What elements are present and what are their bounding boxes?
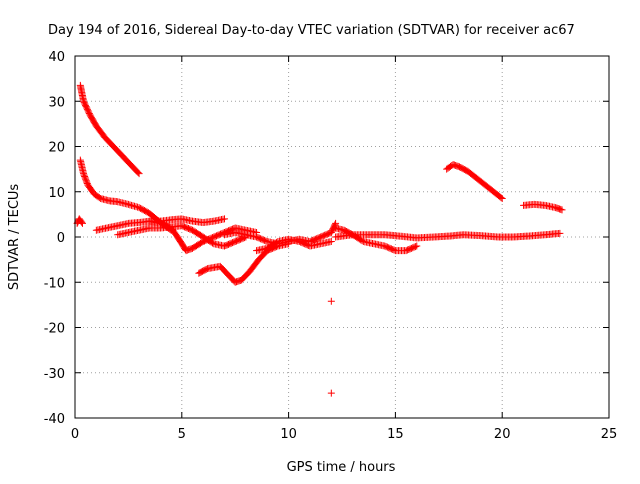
data-point — [174, 233, 185, 247]
data-point — [327, 219, 340, 236]
data-point — [86, 111, 100, 129]
x-tick-label: 20 — [494, 427, 511, 442]
chart-title: Day 194 of 2016, Sidereal Day-to-day VTE… — [48, 23, 575, 38]
data-point — [210, 229, 227, 241]
data-point — [76, 81, 87, 104]
data-point — [541, 229, 564, 239]
data-point — [327, 389, 335, 397]
data-point — [317, 238, 335, 248]
data-point — [221, 238, 238, 250]
data-point — [552, 204, 566, 214]
data-point — [263, 238, 281, 252]
data-point — [306, 234, 323, 246]
data-point — [167, 224, 181, 240]
x-tick-label: 10 — [280, 427, 297, 442]
data-point — [225, 271, 238, 285]
data-point — [188, 238, 206, 252]
data-point — [178, 222, 195, 234]
data-point — [445, 231, 466, 240]
plot-frame — [74, 55, 610, 419]
data-point — [210, 215, 229, 225]
data-point — [524, 231, 547, 240]
data-point — [242, 226, 261, 236]
data-point — [156, 219, 174, 231]
data-point — [80, 97, 93, 117]
data-point — [381, 231, 402, 240]
data-series-arc-11 — [332, 229, 564, 242]
data-point — [381, 242, 398, 254]
data-point — [195, 265, 210, 277]
data-point — [90, 190, 103, 202]
y-tick-label: 40 — [48, 50, 65, 65]
data-point — [84, 181, 97, 197]
x-axis-label: GPS time / hours — [287, 460, 396, 475]
data-point — [101, 133, 116, 149]
data-series-arc-13 — [520, 200, 566, 214]
data-point — [135, 204, 152, 217]
x-tick-label: 5 — [178, 427, 186, 442]
data-point — [253, 233, 270, 245]
y-tick-label: -20 — [44, 322, 65, 337]
data-point — [317, 229, 334, 241]
y-tick-label: 10 — [48, 186, 65, 201]
data-series-arc-1 — [76, 81, 143, 178]
x-tick-label: 15 — [387, 427, 404, 442]
data-point — [76, 156, 87, 176]
data-point — [188, 226, 206, 240]
data-series-arc-12 — [443, 161, 506, 203]
data-points — [73, 81, 566, 397]
data-series-arc-6 — [146, 217, 261, 255]
data-point — [238, 268, 253, 284]
data-point — [118, 152, 133, 167]
data-point — [332, 231, 355, 241]
data-point — [473, 174, 488, 188]
y-tick-label: 30 — [48, 95, 65, 110]
data-point — [464, 167, 479, 181]
data-point — [477, 232, 500, 241]
data-point — [481, 181, 496, 195]
y-axis-label: SDTVAR / TECUs — [7, 184, 22, 291]
data-point — [455, 163, 471, 175]
data-point — [75, 215, 86, 227]
x-tick-label: 0 — [71, 427, 79, 442]
axes: 0 5 10 15 20 25 -40 -30 -20 -10 0 10 20 30 40 — [44, 50, 618, 442]
data-point — [396, 232, 419, 242]
data-point — [199, 234, 217, 246]
data-point — [327, 297, 335, 305]
y-tick-label: 0 — [57, 231, 65, 246]
data-point — [490, 188, 506, 203]
y-tick-label: -40 — [44, 412, 65, 427]
y-tick-label: -10 — [44, 276, 65, 291]
data-series-outlier-1 — [327, 297, 335, 305]
data-series-outlier-2 — [327, 389, 335, 397]
data-point — [216, 262, 232, 278]
data-point — [92, 122, 108, 140]
data-point — [402, 242, 421, 255]
data-series-arc-3 — [73, 215, 86, 227]
data-point — [109, 143, 125, 158]
y-tick-label: -30 — [44, 367, 65, 382]
data-point — [246, 257, 262, 275]
x-tick-label: 25 — [601, 427, 618, 442]
data-series-arc-4 — [92, 215, 229, 234]
y-tick-label: 20 — [48, 141, 65, 156]
data-series-arc-9 — [253, 235, 335, 255]
data-point — [127, 161, 143, 178]
data-point — [80, 170, 91, 188]
